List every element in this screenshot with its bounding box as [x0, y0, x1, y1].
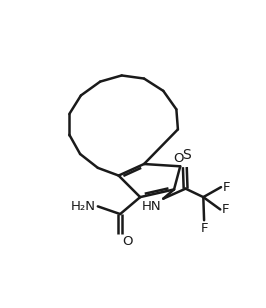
Text: F: F	[223, 180, 230, 194]
Text: S: S	[182, 148, 191, 162]
Text: O: O	[173, 152, 183, 165]
Text: F: F	[200, 222, 208, 235]
Text: H₂N: H₂N	[70, 200, 95, 213]
Text: HN: HN	[142, 200, 162, 213]
Text: F: F	[222, 203, 229, 216]
Text: O: O	[122, 235, 133, 248]
